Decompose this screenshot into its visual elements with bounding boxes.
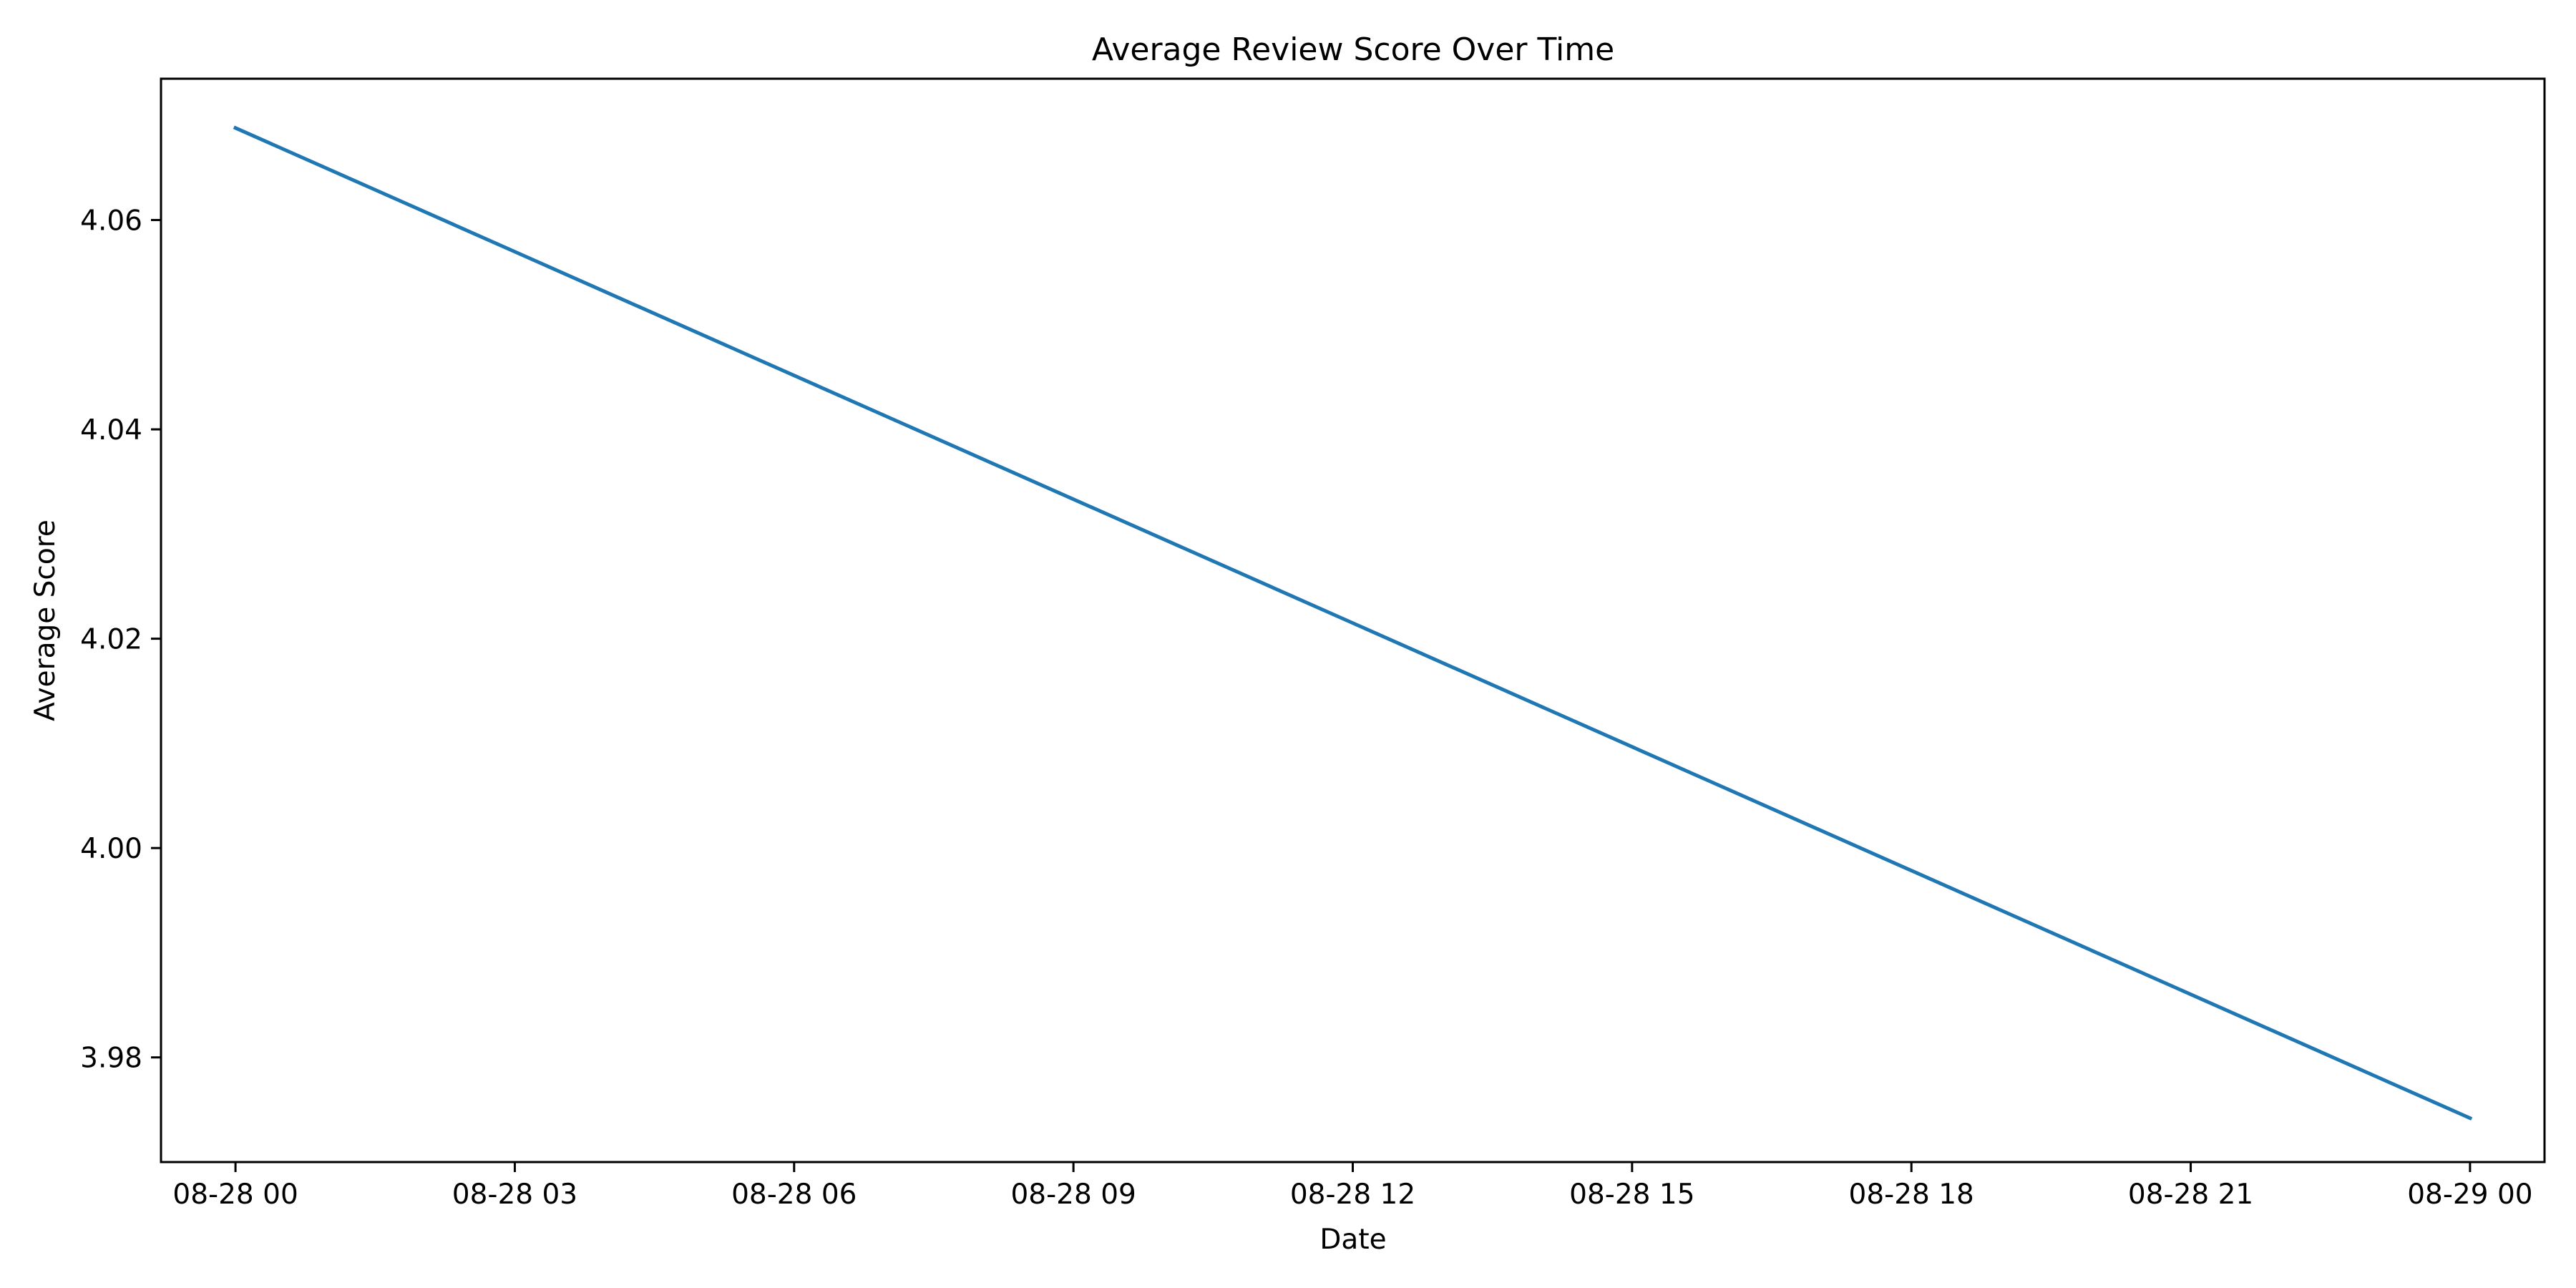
x-axis-ticks: 08-28 00 08-28 03 08-28 06 08-28 09 08-28 12… <box>172 1162 2533 1211</box>
y-axis-label: Average Score <box>29 519 62 721</box>
y-tick-label: 4.04 <box>80 414 142 447</box>
x-tick-label: 08-28 12 <box>1290 1179 1415 1211</box>
series-layer <box>233 125 2473 1121</box>
x-tick-label: 08-28 00 <box>172 1179 298 1211</box>
x-tick-label: 08-28 03 <box>452 1179 577 1211</box>
y-tick-label: 4.02 <box>80 624 142 656</box>
x-tick-label: 08-28 15 <box>1569 1179 1694 1211</box>
x-tick-label: 08-28 18 <box>1849 1179 1974 1211</box>
plot-frame <box>160 77 2546 1163</box>
series-line <box>233 125 2473 1121</box>
x-axis-label: Date <box>1319 1224 1386 1256</box>
chart-title: Average Review Score Over Time <box>1092 31 1614 68</box>
y-tick-label: 4.06 <box>80 205 142 237</box>
x-tick-label: 08-28 21 <box>2128 1179 2253 1211</box>
y-tick-label: 4.00 <box>80 833 142 865</box>
y-tick-label: 3.98 <box>80 1043 142 1075</box>
x-tick-label: 08-29 00 <box>2407 1179 2532 1211</box>
x-tick-label: 08-28 06 <box>731 1179 857 1211</box>
x-tick-label: 08-28 09 <box>1010 1179 1136 1211</box>
y-axis-ticks: 3.98 4.00 4.02 4.04 4.06 <box>80 205 161 1075</box>
